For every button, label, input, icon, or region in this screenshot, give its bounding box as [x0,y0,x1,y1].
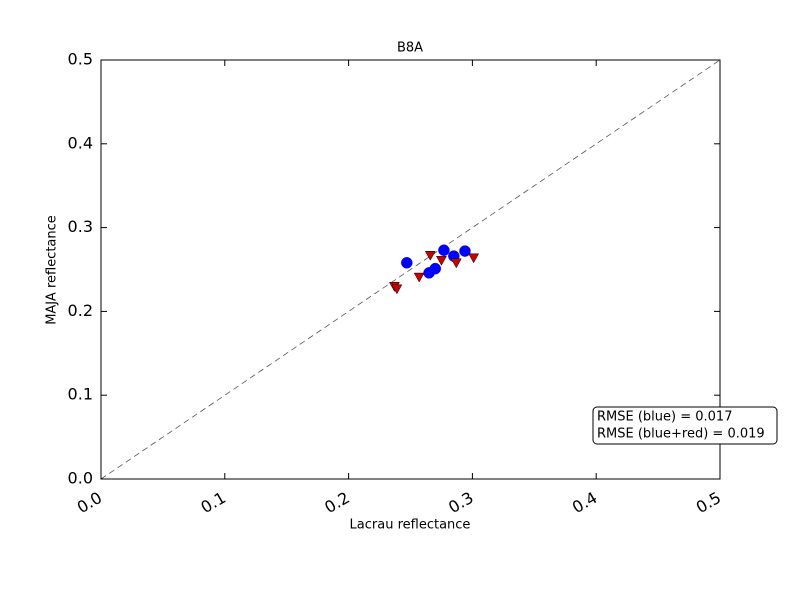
point [424,251,436,261]
x-tick-label: 0.2 [321,488,353,517]
point [413,272,425,283]
point [468,253,480,264]
y-tick-label: 0.1 [68,385,93,404]
y-tick-label: 0.4 [68,133,93,152]
point [401,257,413,269]
chart-title: B8A [397,41,423,56]
x-tick-label: 0.5 [693,488,725,517]
annotation-box [592,406,778,445]
identity-line [100,59,721,480]
y-axis-label: MAJA reflectance [45,215,60,325]
x-tick-label: 0.0 [74,488,106,517]
plot-frame [100,59,721,480]
x-tick-label: 0.3 [445,488,477,517]
annotation: RMSE (blue) = 0.017 [597,410,732,425]
y-tick-label: 0.0 [68,469,93,488]
x-tick-label: 0.4 [569,488,601,517]
point [450,258,462,269]
y-tick-label: 0.2 [68,301,93,320]
x-tick-label: 0.1 [198,488,230,517]
point [459,245,471,257]
point [438,244,450,256]
y-tick-label: 0.3 [68,217,93,236]
annotation: RMSE (blue+red) = 0.019 [597,427,765,442]
point [429,262,442,275]
y-tick-label: 0.5 [68,50,93,69]
point [436,256,447,266]
point [391,284,403,295]
x-axis-label: Lacrau reflectance [350,518,471,533]
